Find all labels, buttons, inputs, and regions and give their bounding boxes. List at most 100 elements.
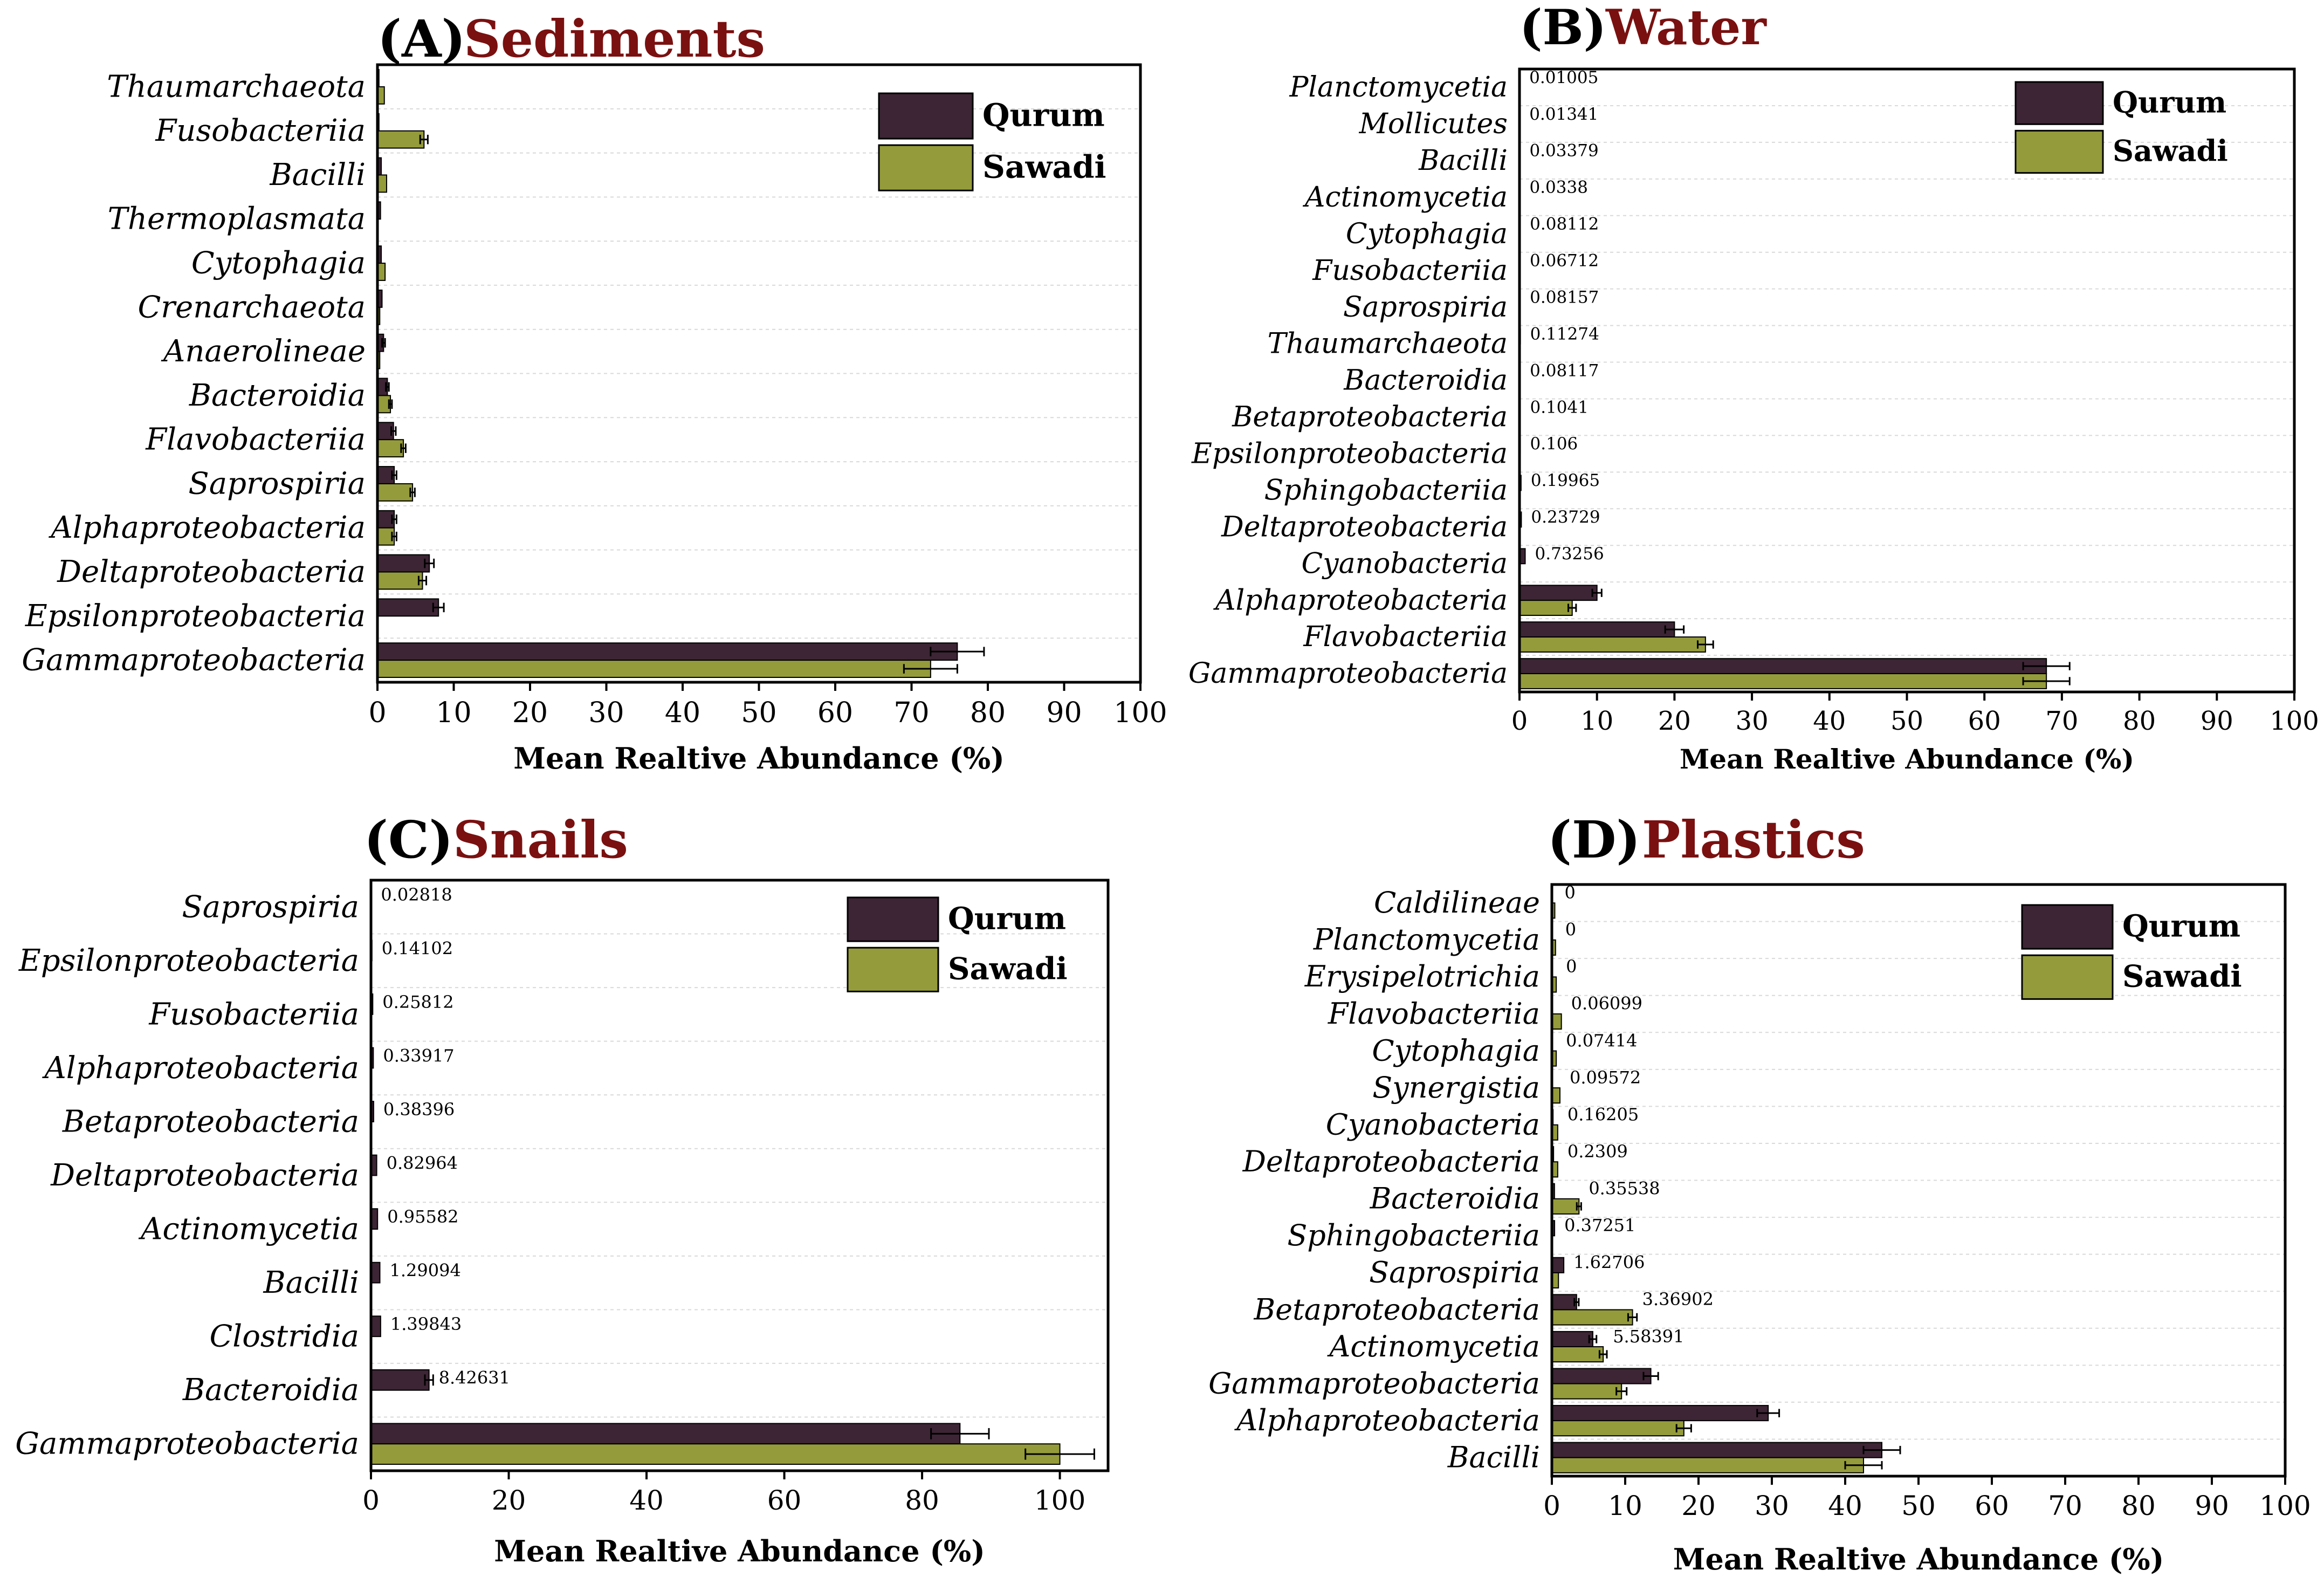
panel-a-x-axis-title: Mean Realtive Abundance (%) — [513, 741, 1005, 776]
panel-a-category-label: Bacteroidia — [189, 378, 366, 413]
panel-d-category-label: Cyanobacteria — [1326, 1107, 1540, 1141]
panel-c-value-label: 0.95582 — [387, 1206, 458, 1227]
panel-b-legend-label-qurum: Qurum — [2113, 85, 2226, 119]
panel-d-legend-swatch-qurum — [2021, 904, 2114, 950]
panel-b-value-label: 0.03379 — [1529, 141, 1598, 161]
panel-b-x-tick-label: 30 — [1736, 706, 1769, 736]
panel-d-bar-qurum — [1551, 1442, 1882, 1458]
panel-b-category-label: Bacteroidia — [1343, 365, 1508, 397]
panel-a-x-tick-label: 50 — [741, 697, 776, 729]
panel-c-x-tick-label: 80 — [905, 1485, 939, 1516]
panel-b-category-label: Deltaproteobacteria — [1221, 511, 1508, 543]
panel-c-category-label: Bacteroidia — [182, 1373, 359, 1408]
panel-d-value-label: 0.2309 — [1567, 1141, 1628, 1162]
panel-c-x-tick-label: 100 — [1034, 1485, 1085, 1516]
panel-b-legend-swatch-sawadi — [2014, 129, 2104, 174]
panel-b-value-label: 0.19965 — [1531, 471, 1600, 490]
panel-a-title-letter: (A) — [377, 9, 466, 69]
panel-b-value-label: 0.1041 — [1530, 397, 1588, 417]
panel-a-legend: Qurum Sawadi — [878, 92, 1106, 191]
panel-a-category-label: Bacilli — [269, 157, 366, 193]
panel-a-category-label: Fusobacteriia — [155, 113, 366, 148]
panel-c-bar-sawadi — [370, 1443, 1061, 1465]
panel-a-legend-swatch-qurum — [878, 92, 974, 140]
panel-b-value-label: 0.01341 — [1529, 105, 1598, 124]
panel-c-category-label: Alphaproteobacteria — [42, 1051, 359, 1086]
panel-c-bar-qurum — [370, 1369, 430, 1391]
panel-c-x-tick-label: 0 — [362, 1485, 380, 1516]
panel-a-x-tick-label: 20 — [512, 697, 548, 729]
panel-d-x-tick-label: 0 — [1543, 1490, 1560, 1521]
panel-d-category-label: Planctomycetia — [1313, 923, 1540, 957]
panel-c-x-axis-title: Mean Realtive Abundance (%) — [494, 1534, 985, 1568]
panel-c-x-tick-label: 60 — [767, 1485, 802, 1516]
panel-c-value-label: 0.02818 — [381, 884, 452, 905]
panel-c-category-label: Epsilonproteobacteria — [18, 943, 359, 978]
panel-b-x-tick-label: 100 — [2270, 706, 2319, 736]
panel-a-category-label: Deltaproteobacteria — [57, 554, 366, 589]
panel-d-legend-label-sawadi: Sawadi — [2122, 959, 2242, 995]
panel-d-category-label: Caldilineae — [1374, 886, 1540, 920]
panel-a-category-label: Alphaproteobacteria — [48, 510, 366, 545]
panel-d-bar-qurum — [1551, 1257, 1565, 1273]
panel-c-plot-frame — [369, 879, 1110, 1472]
panel-d-bar-sawadi — [1551, 1013, 1562, 1030]
panel-b-x-tick-label: 50 — [1890, 706, 1923, 736]
panel-b-title-letter: (B) — [1519, 0, 1606, 56]
panel-d-x-tick-label: 10 — [1608, 1490, 1642, 1521]
panel-a-bar-sawadi — [377, 130, 425, 149]
panel-c-category-label: Betaproteobacteria — [62, 1104, 359, 1139]
panel-d-value-label: 0.09572 — [1570, 1067, 1641, 1088]
panel-b-category-label: Betaproteobacteria — [1232, 401, 1508, 434]
panel-c-value-label: 1.29094 — [389, 1260, 460, 1281]
panel-c-value-label: 0.25812 — [382, 992, 453, 1012]
panel-c-category-label: Bacilli — [263, 1265, 359, 1300]
panel-a-x-tick-label: 90 — [1046, 697, 1082, 729]
panel-d-x-axis-title: Mean Realtive Abundance (%) — [1673, 1542, 2164, 1576]
panel-b-bar-qurum — [1519, 621, 1675, 638]
panel-b-value-label: 0.0338 — [1529, 178, 1587, 197]
panel-b-value-label: 0.11274 — [1530, 324, 1599, 344]
panel-d-category-label: Gammaproteobacteria — [1208, 1366, 1540, 1400]
panel-d-value-label: 1.62706 — [1573, 1252, 1645, 1273]
panel-b-category-label: Cytophagia — [1346, 218, 1508, 250]
panel-b-category-label: Flavobacteriia — [1303, 621, 1508, 653]
panel-d-bar-sawadi — [1551, 1309, 1633, 1326]
panel-a-category-label: Thermoplasmata — [108, 202, 366, 237]
panel-a-x-tick-label: 100 — [1113, 697, 1167, 729]
panel-d-category-label: Bacteroidia — [1370, 1182, 1540, 1216]
panel-d-value-label: 0 — [1565, 920, 1576, 940]
panel-b-x-tick-label: 90 — [2201, 706, 2233, 736]
panel-b-value-label: 0.08157 — [1530, 287, 1599, 307]
panel-b-legend-label-sawadi: Sawadi — [2113, 134, 2228, 168]
panel-b-value-label: 0.106 — [1530, 434, 1578, 454]
panel-b-x-tick-label: 40 — [1813, 706, 1846, 736]
panel-d-category-label: Cytophagia — [1372, 1033, 1540, 1067]
panel-b-category-label: Thaumarchaeota — [1268, 328, 1508, 360]
panel-b-bar-sawadi — [1519, 673, 2047, 689]
panel-d-x-tick-label: 50 — [1901, 1490, 1936, 1521]
panel-b-x-tick-label: 70 — [2045, 706, 2078, 736]
panel-b-category-label: Planctomycetia — [1289, 71, 1508, 104]
panel-b-bar-qurum — [1519, 585, 1598, 601]
panel-c-x-tick-label: 20 — [492, 1485, 526, 1516]
panel-d-bar-qurum — [1551, 1294, 1577, 1311]
panel-a-category-label: Gammaproteobacteria — [22, 643, 366, 678]
panel-b-value-label: 0.73256 — [1535, 544, 1604, 564]
panel-c-legend-swatch-sawadi — [847, 947, 939, 992]
panel-a-category-label: Cytophagia — [191, 246, 366, 281]
panel-c-category-label: Actinomycetia — [138, 1212, 359, 1247]
panel-c-value-label: 0.38396 — [383, 1099, 455, 1120]
panel-b: (B)Water 0.01005 0.01341 0.03379 0.0338 0.081… — [1188, 0, 2319, 775]
panel-d-title: Plastics — [1642, 810, 1865, 870]
panel-c-bar-qurum — [370, 1423, 961, 1445]
panel-c-category-label: Deltaproteobacteria — [50, 1158, 359, 1193]
panel-b-bar-qurum — [1519, 658, 2047, 675]
panel-b-bar-sawadi — [1519, 600, 1573, 616]
panel-d-value-label: 0 — [1566, 956, 1577, 977]
panel-c-x-tick-label: 40 — [629, 1485, 664, 1516]
panel-b-category-label: Mollicutes — [1359, 108, 1508, 140]
panel-a-legend-swatch-sawadi — [878, 144, 974, 191]
panel-a-bar-sawadi — [377, 660, 931, 678]
panel-a-bar-qurum — [377, 642, 958, 661]
